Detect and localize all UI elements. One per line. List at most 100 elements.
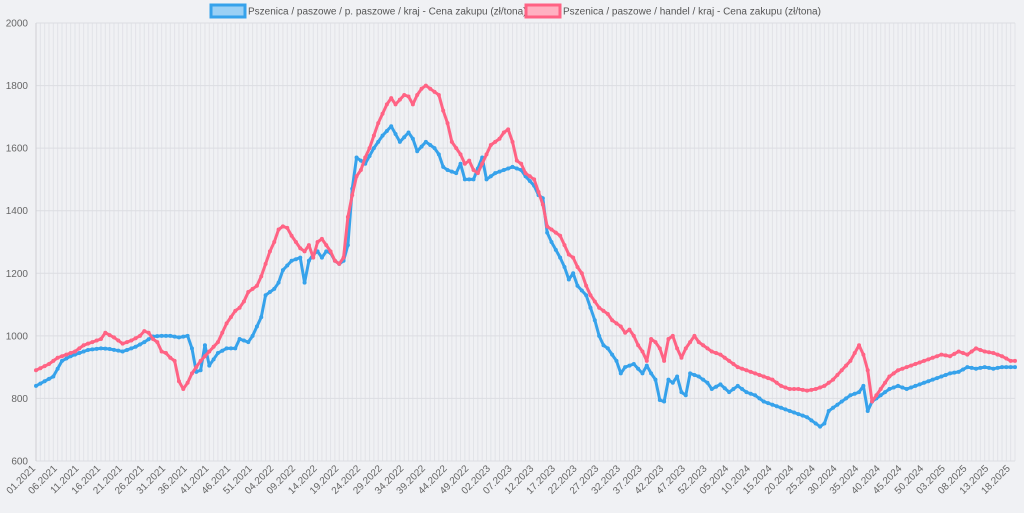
data-point xyxy=(34,368,38,373)
data-point xyxy=(961,351,966,356)
data-point xyxy=(822,383,827,388)
data-point xyxy=(874,393,879,398)
data-point xyxy=(740,366,745,371)
data-point xyxy=(614,358,619,363)
data-point xyxy=(909,363,914,368)
data-point xyxy=(207,349,212,354)
data-point xyxy=(367,153,372,158)
data-point xyxy=(47,362,51,367)
data-point xyxy=(631,362,636,367)
data-point xyxy=(839,399,844,404)
data-point xyxy=(761,399,766,404)
data-point xyxy=(818,424,823,429)
data-point xyxy=(618,324,623,329)
data-point xyxy=(397,97,402,102)
data-point xyxy=(1000,365,1004,370)
data-point xyxy=(805,415,810,420)
data-point xyxy=(172,334,177,339)
data-point xyxy=(198,358,203,363)
data-point xyxy=(163,333,168,338)
data-point xyxy=(809,418,814,423)
data-point xyxy=(497,169,502,174)
data-point xyxy=(159,333,164,338)
data-point xyxy=(241,299,246,304)
data-point xyxy=(566,277,571,282)
data-point xyxy=(64,356,69,361)
data-point xyxy=(982,349,987,354)
data-point xyxy=(644,358,649,363)
data-point xyxy=(124,340,129,345)
data-point xyxy=(987,365,992,370)
data-point xyxy=(991,366,996,371)
data-point xyxy=(913,383,918,388)
data-point xyxy=(709,387,714,392)
data-point xyxy=(718,352,723,357)
y-axis: 600 800 1000 1200 1400 1600 1800 2000 xyxy=(6,19,29,468)
data-point xyxy=(497,136,502,141)
data-point xyxy=(189,371,194,376)
data-point xyxy=(887,387,892,392)
data-point xyxy=(796,387,801,392)
data-point xyxy=(64,352,69,357)
data-point xyxy=(436,152,441,157)
data-point xyxy=(744,368,749,373)
data-point xyxy=(72,352,77,357)
data-point xyxy=(618,371,623,376)
data-point xyxy=(129,338,134,343)
data-point xyxy=(943,353,948,358)
data-point xyxy=(705,380,710,385)
data-point xyxy=(220,330,225,335)
data-point xyxy=(47,376,51,381)
data-point xyxy=(445,121,450,126)
data-point xyxy=(81,349,86,354)
data-point xyxy=(176,335,181,340)
data-point xyxy=(142,329,147,334)
data-point xyxy=(948,371,953,376)
data-point xyxy=(42,364,47,369)
data-point xyxy=(85,341,90,346)
data-point xyxy=(579,288,584,293)
y-tick-label: 1400 xyxy=(6,206,29,217)
data-point xyxy=(289,233,294,238)
data-point xyxy=(731,387,736,392)
data-point xyxy=(657,397,662,402)
data-point xyxy=(432,89,437,94)
data-point xyxy=(263,261,268,266)
data-point xyxy=(861,352,866,357)
data-point xyxy=(887,374,892,379)
data-point xyxy=(146,337,151,342)
legend-label: Pszenica / paszowe / handel / kraj - Cen… xyxy=(563,7,821,18)
data-point xyxy=(458,161,463,166)
data-point xyxy=(839,368,844,373)
data-point xyxy=(657,346,662,351)
data-point xyxy=(246,290,251,295)
data-point xyxy=(246,340,251,345)
data-point xyxy=(514,166,519,171)
data-point xyxy=(259,315,264,320)
data-point xyxy=(844,363,849,368)
data-point xyxy=(783,385,788,390)
data-point xyxy=(826,408,831,413)
data-point xyxy=(419,144,424,149)
data-point xyxy=(943,372,948,377)
data-point xyxy=(523,171,528,176)
data-point xyxy=(501,168,506,173)
data-point xyxy=(965,365,970,370)
data-point xyxy=(614,321,619,326)
data-point xyxy=(917,360,922,365)
data-point xyxy=(787,408,792,413)
data-point xyxy=(575,283,580,288)
data-point xyxy=(298,255,303,260)
data-point xyxy=(783,407,788,412)
data-point xyxy=(757,372,762,377)
data-point xyxy=(683,346,688,351)
data-point xyxy=(844,396,849,401)
data-point xyxy=(696,340,701,345)
data-point xyxy=(883,390,888,395)
data-point xyxy=(605,346,610,351)
data-point xyxy=(779,383,784,388)
data-point xyxy=(358,158,363,163)
data-point xyxy=(852,351,857,356)
data-point xyxy=(597,305,602,310)
data-point xyxy=(831,377,836,382)
